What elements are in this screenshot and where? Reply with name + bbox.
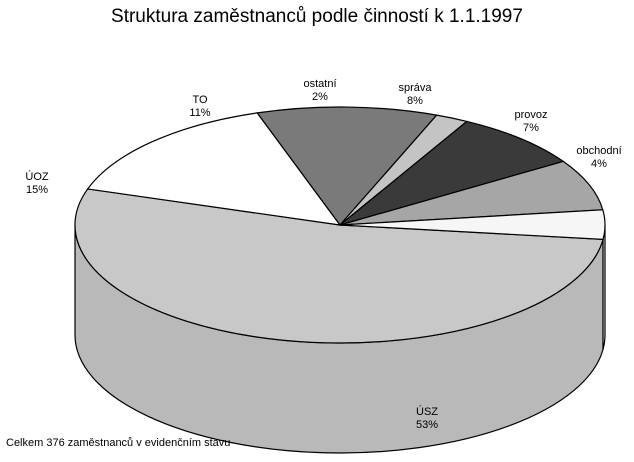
pie-slice-uoz	[86, 112, 342, 226]
slice-label-uoz: ÚOZ 15%	[25, 170, 49, 196]
pie-slice-obchodni	[339, 209, 606, 241]
pie-slice-usz	[74, 188, 604, 344]
pie-slice-provoz	[339, 160, 604, 226]
footnote: Celkem 376 zaměstnanců v evidenčním stav…	[6, 437, 231, 449]
pie-slice-to	[256, 106, 438, 226]
slice-label-sprava: správa 8%	[398, 82, 432, 107]
slice-label-usz: ÚSZ 53%	[416, 405, 438, 431]
pie-slice-sprava	[339, 120, 565, 226]
slice-label-obchodni: obchodní 4%	[576, 145, 621, 170]
slice-label-provoz: provoz 7%	[514, 109, 547, 134]
pie-side-obchodni	[602, 224, 606, 350]
pie-labels: ÚSZ 53% ÚOZ 15% TO 11% ostatní 2% správa 8% provoz…	[25, 78, 621, 431]
pie-tops	[74, 106, 606, 344]
slice-label-to: TO 11%	[189, 94, 210, 119]
chart-title: Struktura zaměstnanců podle činností k 1…	[111, 6, 523, 27]
slice-label-ostatni: ostatní 2%	[303, 78, 336, 103]
